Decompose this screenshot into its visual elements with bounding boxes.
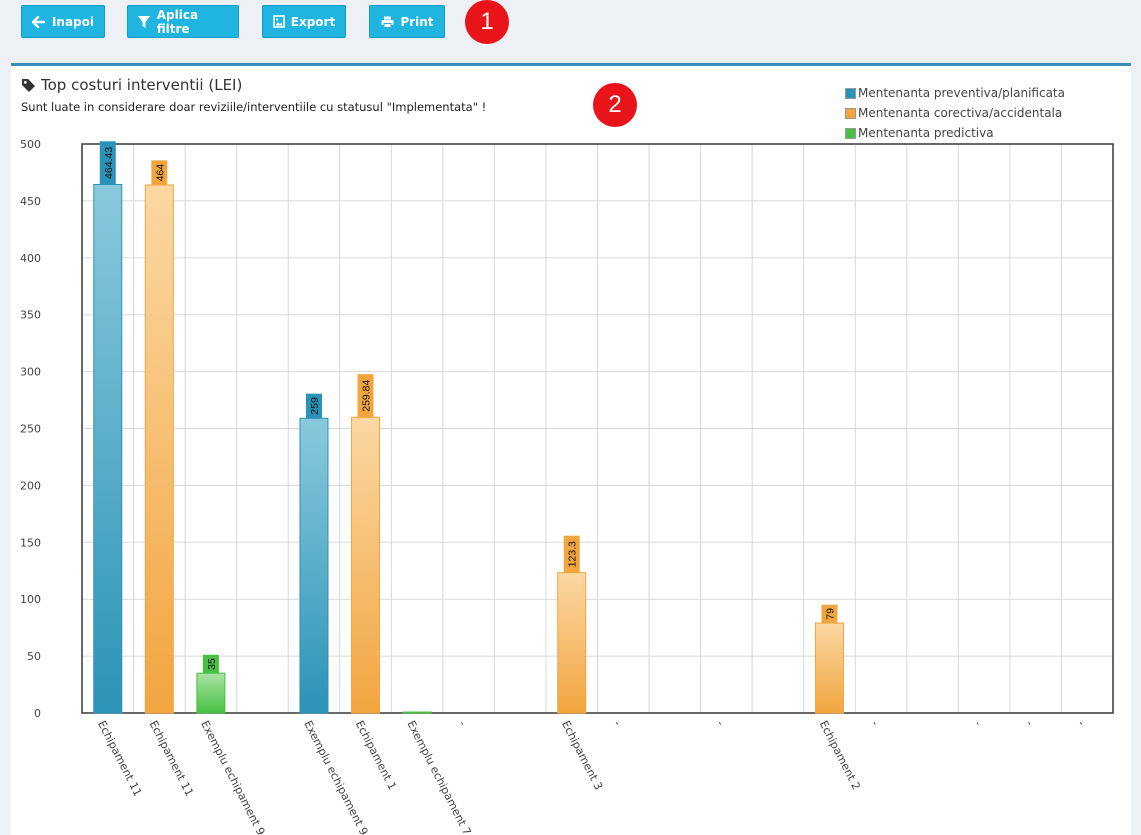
y-tick-label: 100 [20, 593, 41, 606]
x-tick-label: Exemplu echipament 7 [404, 718, 473, 835]
filter-icon [138, 15, 151, 29]
panel-subtitle: Sunt luate in considerare doar reviziile… [21, 100, 487, 114]
legend-item-preventiva: Mentenanta preventiva/planificata [845, 83, 1065, 103]
legend-label: Mentenanta corectiva/accidentala [858, 106, 1063, 120]
panel-title: Top costuri interventii (LEI) [21, 76, 242, 94]
bar-value-label: 79 [824, 608, 836, 620]
legend-label: Mentenanta preventiva/planificata [858, 86, 1065, 100]
back-button[interactable]: Inapoi [21, 5, 105, 38]
y-tick-label: 0 [34, 707, 41, 720]
y-tick-label: 400 [20, 252, 41, 265]
annotation-badge-2: 2 [593, 83, 637, 127]
bar-label-box [99, 141, 116, 185]
export-button[interactable]: Export [262, 5, 346, 38]
bar-label-box [305, 393, 322, 419]
print-button[interactable]: Print [369, 5, 445, 38]
bar [93, 183, 123, 714]
bar-value-label: 259 [309, 397, 321, 415]
legend-swatch [845, 107, 856, 119]
x-tick-label: - [971, 718, 984, 727]
legend-item-predictiva: Mentenanta predictiva [845, 123, 1065, 143]
bar [299, 417, 329, 714]
export-button-label: Export [290, 14, 336, 29]
x-tick-label: - [611, 718, 624, 727]
bar [144, 184, 174, 714]
back-button-label: Inapoi [51, 14, 94, 29]
x-tick-label: - [456, 718, 469, 727]
bar [351, 416, 381, 714]
plot-border [81, 143, 1114, 714]
tag-icon [21, 78, 36, 93]
y-tick-label: 500 [20, 138, 41, 151]
bar-value-label: 123.3 [567, 541, 579, 567]
legend-swatch [845, 127, 856, 139]
x-tick-label: - [714, 718, 727, 727]
arrow-left-icon [32, 15, 46, 29]
x-tick-label: Echipament 11 [95, 718, 144, 798]
x-tick-label: - [1023, 718, 1036, 727]
x-tick-label: Echipament 1 [353, 718, 399, 792]
bar-value-label: 464 [154, 164, 166, 182]
bar [196, 672, 226, 714]
bar-label-box [151, 160, 168, 185]
chart-legend: Mentenanta preventiva/planificata Menten… [845, 83, 1065, 143]
apply-filters-label: Aplica filtre [156, 7, 199, 36]
bar-value-label: 35 [206, 658, 218, 670]
print-button-label: Print [400, 14, 434, 29]
x-tick-label: - [1075, 718, 1088, 727]
y-tick-label: 350 [20, 309, 41, 322]
y-tick-label: 450 [20, 195, 41, 208]
legend-label: Mentenanta predictiva [858, 126, 994, 140]
bar-label-box [563, 535, 580, 573]
y-tick-label: 50 [27, 650, 41, 663]
x-tick-label: Exemplu echipament 9 [198, 718, 267, 835]
legend-item-corectiva: Mentenanta corectiva/accidentala [845, 103, 1065, 123]
bar-value-label: 259.84 [361, 379, 373, 411]
y-tick-label: 300 [20, 366, 41, 379]
bar-label-box [202, 654, 219, 674]
y-tick-label: 200 [20, 479, 41, 492]
x-tick-label: Echipament 3 [559, 718, 605, 792]
bar [814, 622, 844, 714]
annotation-badge-1: 1 [465, 0, 509, 44]
toolbar: Inapoi Aplica filtre Export Print 1 [0, 0, 1141, 50]
x-tick-label: Echipament 2 [817, 718, 863, 792]
bar [557, 572, 587, 714]
bar-label-box [821, 604, 838, 624]
bar-value-label: 464.43 [103, 147, 115, 179]
y-tick-label: 250 [20, 423, 41, 436]
image-file-icon [272, 15, 285, 29]
apply-filters-button[interactable]: Aplica filtre [127, 5, 239, 38]
y-tick-label: 150 [20, 536, 41, 549]
x-tick-label: Echipament 11 [147, 718, 196, 798]
printer-icon [380, 15, 394, 29]
bar-label-box [357, 374, 374, 418]
bar [402, 711, 432, 714]
legend-swatch [845, 87, 856, 99]
panel-title-text: Top costuri interventii (LEI) [41, 76, 243, 94]
x-tick-label: - [868, 718, 881, 727]
